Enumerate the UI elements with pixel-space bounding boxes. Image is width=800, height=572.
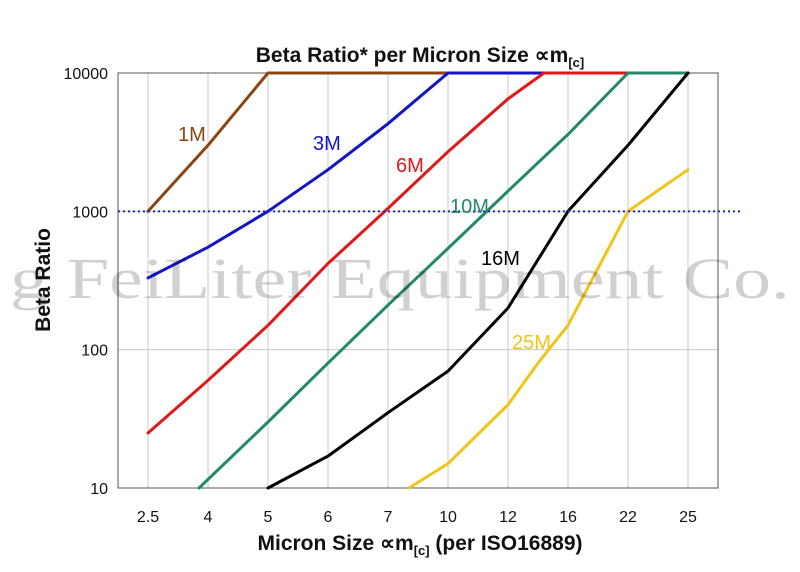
y-tick-label: 10000	[64, 66, 109, 83]
series-lines	[146, 71, 690, 490]
series-label-3m: 3M	[313, 133, 341, 155]
x-tick-label: 25	[679, 509, 697, 526]
series-label-1m: 1M	[178, 124, 206, 146]
x-tick-label: 2.5	[137, 509, 159, 526]
series-label-16m: 16M	[481, 248, 520, 270]
series-line-16m	[266, 71, 690, 490]
series-label-25m: 25M	[512, 332, 551, 354]
series-line-10m	[197, 71, 690, 490]
y-tick-label: 10	[90, 481, 108, 498]
x-tick-label: 10	[439, 509, 457, 526]
x-tick-label: 6	[324, 509, 333, 526]
x-tick-label: 16	[559, 509, 577, 526]
series-labels: 1M 3M 6M 10M 16M 25M	[178, 124, 551, 354]
y-tick-label: 100	[81, 343, 108, 360]
x-tick-label: 12	[499, 509, 517, 526]
x-tick-label: 7	[384, 509, 393, 526]
x-tick-label: 4	[204, 509, 213, 526]
x-tick-label: 5	[264, 509, 273, 526]
series-line-6m	[146, 71, 690, 435]
watermark: g FeiLiter Equipment Co.	[10, 246, 790, 311]
series-line-3m	[146, 71, 690, 280]
chart-title: Beta Ratio* per Micron Size ∝m[c]	[256, 44, 584, 70]
x-axis-label: Micron Size ∝m[c] (per ISO16889)	[258, 532, 583, 558]
series-label-10m: 10M	[450, 196, 489, 218]
x-axis-ticks: 2.5 4 5 6 7 10 12 16 22 25	[137, 509, 697, 526]
chart-title-subscript: [c]	[568, 55, 584, 70]
y-axis-ticks: 10 100 1000 10000	[64, 66, 109, 498]
y-tick-label: 1000	[72, 204, 108, 221]
x-tick-label: 22	[619, 509, 637, 526]
y-axis-label: Beta Ratio	[32, 228, 55, 332]
series-label-6m: 6M	[396, 155, 424, 177]
x-axis-label-subscript: [c]	[414, 543, 430, 558]
